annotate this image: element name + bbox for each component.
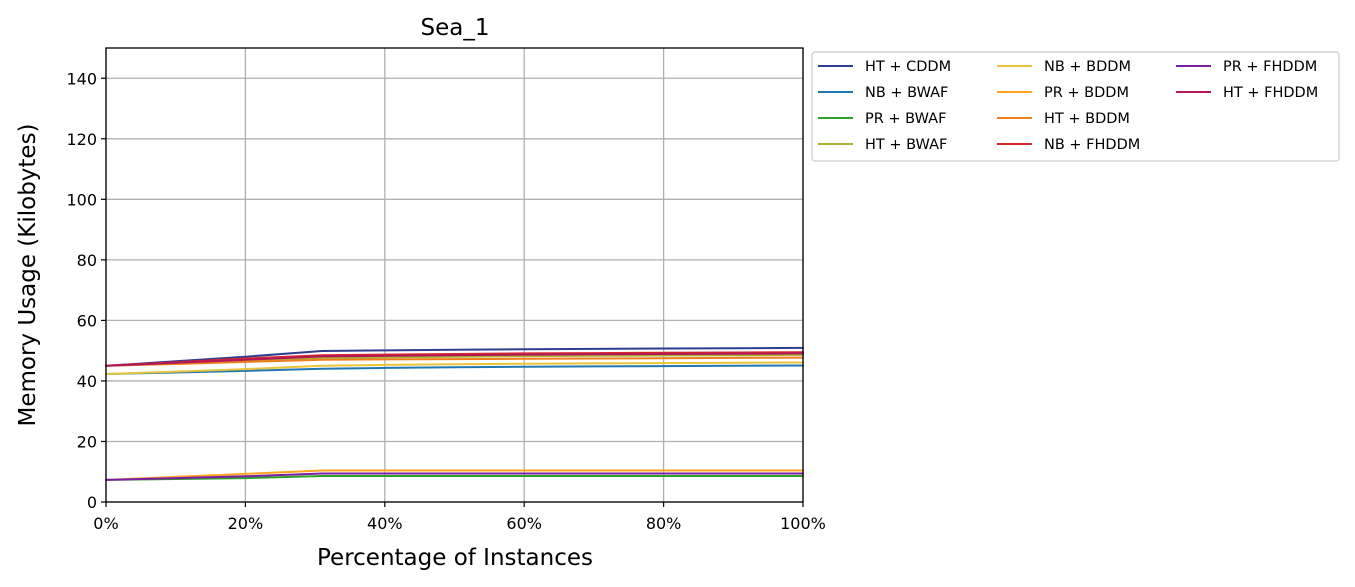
y-tick-label: 80 [77,251,97,270]
series-line-ht-bddm [105,356,804,367]
legend-label-pr-fhddm: PR + FHDDM [1223,59,1317,75]
x-tick-label: 100% [780,514,826,533]
y-axis-ticks: 0 20 40 60 80 100 120 140 [66,69,106,512]
grid-lines [105,48,804,503]
series-line-pr-fhddm [105,472,804,481]
x-axis-ticks: 0% 20% 40% 60% 80% 100% [93,502,826,533]
chart-title: Sea_1 [421,15,490,41]
series-line-ht-fhddm [105,352,804,367]
plot-area-frame [105,47,804,503]
legend-label-nb-bwaf: NB + BWAF [865,85,948,101]
y-axis-title: Memory Usage (Kilobytes) [15,123,41,426]
legend-label-nb-bddm: NB + BDDM [1044,59,1131,75]
legend-label-nb-fhddm: NB + FHDDM [1044,137,1140,153]
y-tick-label: 120 [66,130,97,149]
x-tick-label: 40% [367,514,403,533]
legend-label-ht-fhddm: HT + FHDDM [1223,85,1318,101]
y-tick-label: 20 [77,432,97,451]
y-tick-label: 140 [66,69,97,88]
y-tick-label: 60 [77,311,97,330]
x-tick-label: 0% [93,514,118,533]
x-axis-title: Percentage of Instances [317,545,593,571]
x-tick-label: 80% [646,514,682,533]
legend-box [811,51,1340,162]
legend-label-pr-bwaf: PR + BWAF [865,111,946,127]
y-tick-label: 40 [77,372,97,391]
y-tick-label: 100 [66,190,97,209]
legend-label-pr-bddm: PR + BDDM [1044,85,1129,101]
legend: HT + CDDM NB + BWAF PR + BWAF HT + BWAF NB +… [811,51,1340,162]
x-tick-label: 60% [506,514,542,533]
x-tick-label: 20% [228,514,264,533]
series-line-nb-bwaf [105,364,804,375]
legend-label-ht-bwaf: HT + BWAF [865,137,947,153]
series-line-pr-bddm [105,469,804,481]
series-lines [105,346,804,481]
series-line-ht-cddm [105,346,804,367]
y-tick-label: 0 [87,493,97,512]
series-line-nb-bddm [105,361,804,375]
series-line-pr-bwaf [105,475,804,481]
legend-label-ht-bddm: HT + BDDM [1044,111,1130,127]
legend-label-ht-cddm: HT + CDDM [865,59,951,75]
